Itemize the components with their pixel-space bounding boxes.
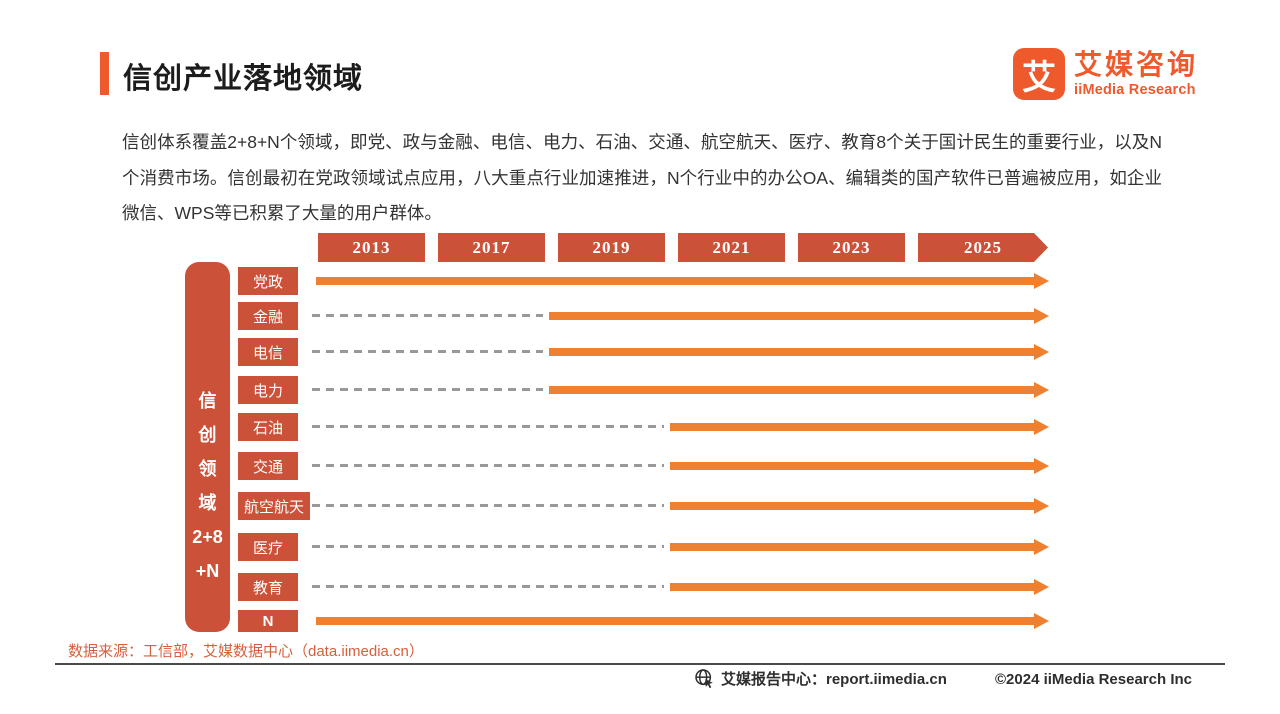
adoption-arrow-N — [316, 617, 1034, 625]
footer-divider — [55, 663, 1225, 665]
row-label-交通: 交通 — [238, 452, 298, 480]
axis-label-line: 2+8 — [192, 527, 223, 547]
pre-adoption-dash-医疗 — [312, 545, 664, 548]
row-label-电力: 电力 — [238, 376, 298, 404]
logo-name-cn: 艾媒咨询 — [1074, 48, 1199, 80]
footer-report-center-label: 艾媒报告中心：report.iimedia.cn — [721, 671, 947, 688]
adoption-arrow-交通 — [670, 462, 1034, 470]
year-box-2017: 2017 — [438, 233, 545, 262]
row-label-教育: 教育 — [238, 573, 298, 601]
adoption-arrow-电信 — [549, 348, 1034, 356]
row-label-N: N — [238, 610, 298, 632]
axis-label-line: +N — [195, 561, 220, 581]
axis-label-line: 域 — [198, 493, 217, 513]
row-label-医疗: 医疗 — [238, 533, 298, 561]
axis-label-line: 领 — [198, 459, 217, 479]
pre-adoption-dash-电信 — [312, 350, 543, 353]
data-source-note: 数据来源：工信部，艾媒数据中心（data.iimedia.cn） — [68, 643, 424, 660]
adoption-arrow-教育 — [670, 583, 1034, 591]
logo-text: 艾媒咨询 iiMedia Research — [1074, 48, 1199, 98]
row-label-石油: 石油 — [238, 413, 298, 441]
adoption-arrow-党政 — [316, 277, 1034, 285]
footer-report-center: 艾媒报告中心：report.iimedia.cn — [694, 668, 947, 689]
pre-adoption-dash-金融 — [312, 314, 543, 317]
page-title: 信创产业落地领域 — [123, 63, 364, 95]
pre-adoption-dash-教育 — [312, 585, 664, 588]
pre-adoption-dash-交通 — [312, 464, 664, 467]
year-box-2021: 2021 — [678, 233, 785, 262]
globe-cursor-icon — [694, 668, 715, 689]
axis-label-line: 信 — [198, 391, 217, 411]
iimedia-logo: 艾 艾媒咨询 iiMedia Research — [1013, 48, 1198, 100]
row-label-航空航天: 航空航天 — [238, 492, 311, 520]
pre-adoption-dash-电力 — [312, 388, 543, 391]
pre-adoption-dash-石油 — [312, 425, 664, 428]
pre-adoption-dash-航空航天 — [312, 504, 664, 507]
adoption-arrow-电力 — [549, 386, 1034, 394]
year-box-2019: 2019 — [558, 233, 665, 262]
row-label-党政: 党政 — [238, 267, 298, 295]
row-label-电信: 电信 — [238, 338, 298, 366]
adoption-arrow-航空航天 — [670, 502, 1034, 510]
adoption-arrow-医疗 — [670, 543, 1034, 551]
adoption-arrow-石油 — [670, 423, 1034, 431]
footer-copyright: ©2024 iiMedia Research Inc — [995, 671, 1192, 688]
adoption-arrow-金融 — [549, 312, 1034, 320]
intro-paragraph: 信创体系覆盖2+8+N个领域，即党、政与金融、电信、电力、石油、交通、航空航天、… — [122, 132, 1162, 223]
axis-label-line: 创 — [198, 425, 217, 445]
axis-category-bar: 信创领域 2+8 +N — [185, 262, 230, 632]
title-accent-bar — [100, 52, 109, 95]
year-box-2013: 2013 — [318, 233, 425, 262]
logo-name-en: iiMedia Research — [1074, 81, 1196, 98]
iimedia-logo-icon: 艾 — [1013, 48, 1065, 100]
year-box-2025: 2025 — [918, 233, 1048, 262]
row-label-金融: 金融 — [238, 302, 298, 330]
year-box-2023: 2023 — [798, 233, 905, 262]
axis-category-label: 信创领域 2+8 +N — [185, 384, 230, 588]
